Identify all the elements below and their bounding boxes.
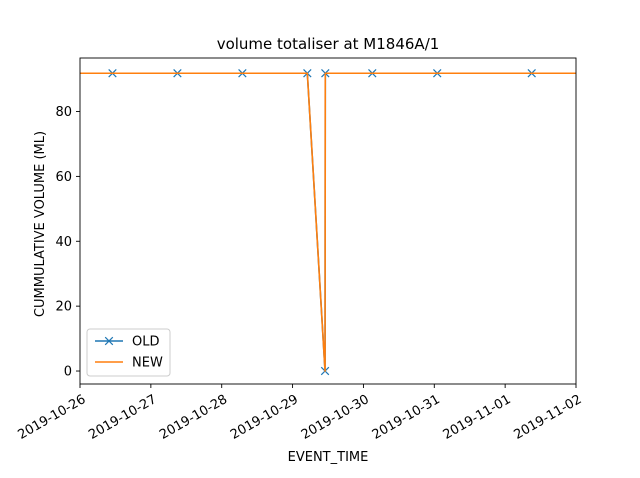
y-axis-label: CUMMULATIVE VOLUME (ML): [33, 131, 48, 317]
series-line-new: [80, 72, 576, 372]
chart-title: volume totaliser at M1846A/1: [217, 35, 440, 53]
legend-item-old: OLD: [95, 335, 160, 350]
axes-frame: [79, 57, 577, 385]
y-tick-label: 20: [55, 300, 72, 315]
series-layer: [80, 69, 576, 376]
legend-label: NEW: [132, 356, 163, 371]
y-tick-label: 40: [55, 235, 72, 250]
legend: OLD NEW: [86, 328, 171, 377]
x-axis-label: EVENT_TIME: [288, 450, 369, 465]
legend-item-new: NEW: [95, 356, 163, 371]
y-tick-label: 60: [55, 170, 72, 185]
y-tick-label: 80: [55, 105, 72, 120]
legend-label: OLD: [132, 335, 160, 350]
y-tick-label: 0: [64, 365, 72, 380]
